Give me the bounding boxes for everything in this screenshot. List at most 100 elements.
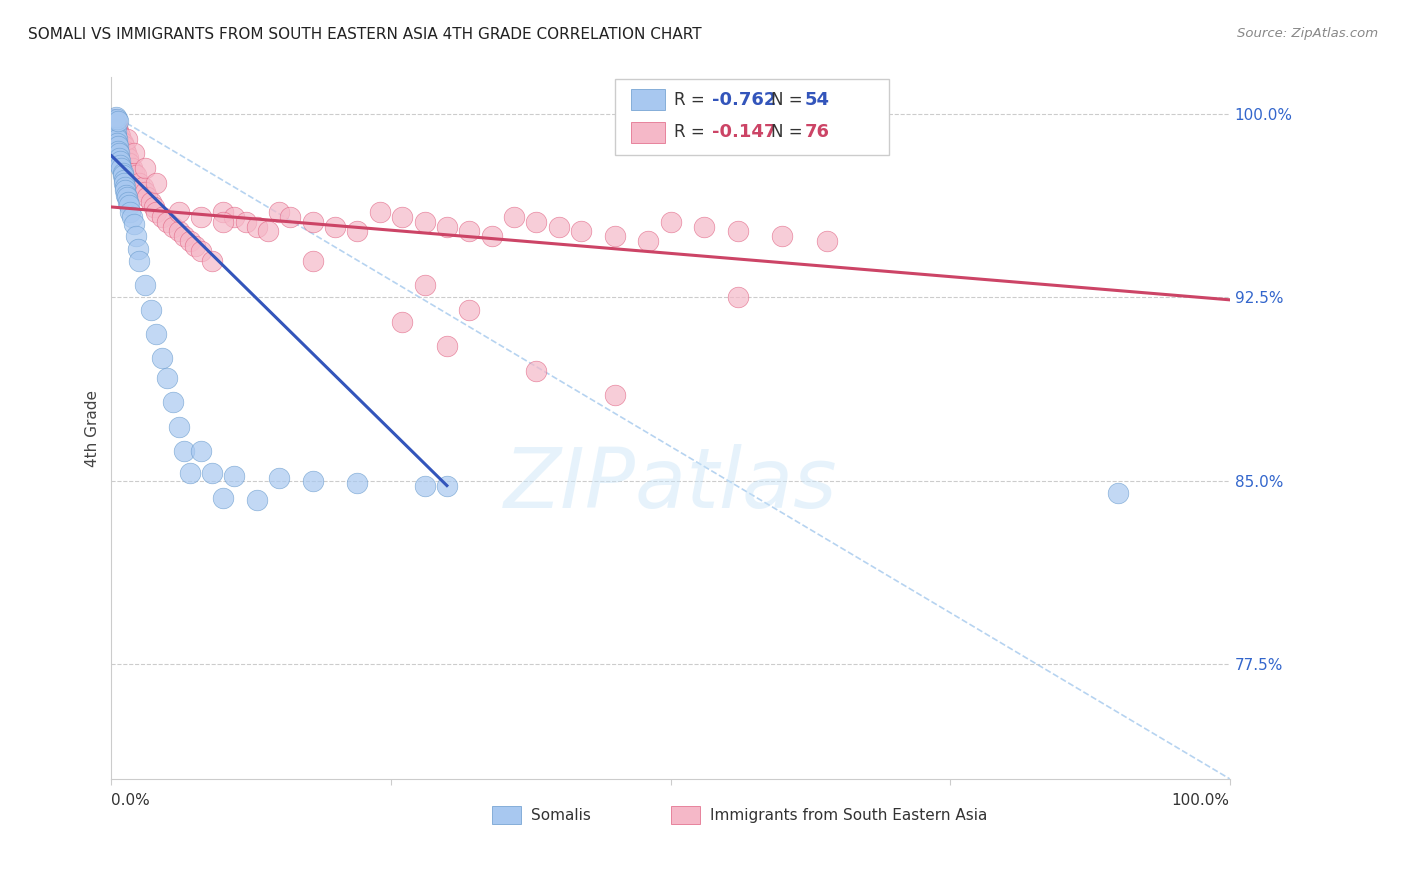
Point: [413, 478, 436, 492]
Point: [118, 156, 141, 170]
Point: [346, 476, 368, 491]
Point: [391, 210, 413, 224]
Point: [110, 129, 132, 144]
Point: [104, 117, 127, 131]
Point: [101, 112, 124, 126]
Point: [121, 161, 143, 175]
Point: [524, 214, 547, 228]
Point: [637, 234, 659, 248]
Text: 54: 54: [804, 91, 830, 109]
Point: [122, 146, 145, 161]
Point: [136, 190, 159, 204]
Point: [659, 214, 682, 228]
Point: [115, 131, 138, 145]
Point: [110, 161, 132, 175]
Point: [727, 224, 749, 238]
Point: [162, 219, 184, 234]
Point: [167, 205, 190, 219]
Point: [104, 121, 127, 136]
Text: -0.147: -0.147: [711, 123, 776, 141]
Point: [173, 229, 195, 244]
Point: [150, 210, 173, 224]
Point: [105, 112, 128, 126]
Point: [458, 302, 481, 317]
Point: [269, 471, 291, 485]
Point: [112, 176, 135, 190]
Point: [1107, 486, 1129, 500]
Point: [110, 134, 132, 148]
Point: [156, 371, 179, 385]
Point: [179, 234, 201, 248]
Point: [269, 205, 291, 219]
Point: [184, 239, 207, 253]
Point: [105, 136, 128, 151]
Point: [481, 229, 503, 244]
Point: [280, 210, 302, 224]
Point: [201, 467, 224, 481]
Point: [139, 302, 162, 317]
Point: [142, 200, 165, 214]
Point: [524, 364, 547, 378]
Point: [114, 144, 136, 158]
Point: [122, 166, 145, 180]
Point: [108, 151, 131, 165]
Point: [114, 183, 136, 197]
Point: [117, 195, 139, 210]
Point: [167, 420, 190, 434]
Point: [603, 229, 626, 244]
Point: [235, 214, 257, 228]
Point: [346, 224, 368, 238]
Point: [436, 478, 458, 492]
Point: [190, 244, 212, 258]
Point: [107, 124, 129, 138]
Point: [104, 110, 127, 124]
Point: [114, 180, 136, 194]
Text: N =: N =: [772, 91, 808, 109]
Point: [103, 112, 125, 126]
Point: [107, 139, 129, 153]
Point: [105, 131, 128, 145]
Point: [413, 278, 436, 293]
Y-axis label: 4th Grade: 4th Grade: [86, 390, 100, 467]
Text: N =: N =: [772, 123, 808, 141]
Point: [693, 219, 716, 234]
Point: [128, 176, 150, 190]
Point: [134, 186, 156, 200]
Point: [111, 168, 134, 182]
FancyBboxPatch shape: [492, 806, 520, 824]
Point: [134, 161, 156, 175]
Point: [117, 151, 139, 165]
Point: [770, 229, 793, 244]
Text: R =: R =: [673, 123, 710, 141]
Point: [224, 210, 246, 224]
Point: [115, 146, 138, 161]
Text: 100.0%: 100.0%: [1171, 793, 1230, 808]
Point: [110, 158, 132, 172]
Point: [111, 136, 134, 151]
FancyBboxPatch shape: [614, 78, 889, 154]
Point: [104, 129, 127, 144]
Point: [132, 180, 155, 194]
Text: -0.762: -0.762: [711, 91, 776, 109]
Point: [115, 187, 138, 202]
Point: [603, 388, 626, 402]
Point: [110, 153, 132, 168]
Point: [104, 124, 127, 138]
Text: SOMALI VS IMMIGRANTS FROM SOUTH EASTERN ASIA 4TH GRADE CORRELATION CHART: SOMALI VS IMMIGRANTS FROM SOUTH EASTERN …: [28, 27, 702, 42]
Point: [246, 219, 269, 234]
Text: Immigrants from South Eastern Asia: Immigrants from South Eastern Asia: [710, 808, 987, 822]
Point: [127, 242, 149, 256]
Point: [301, 474, 323, 488]
Point: [128, 253, 150, 268]
Point: [122, 217, 145, 231]
Point: [150, 351, 173, 366]
Point: [173, 444, 195, 458]
Point: [107, 144, 129, 158]
Point: [125, 229, 148, 244]
Point: [246, 493, 269, 508]
Point: [224, 468, 246, 483]
Point: [167, 224, 190, 238]
Point: [368, 205, 391, 219]
Point: [458, 224, 481, 238]
Point: [112, 139, 135, 153]
